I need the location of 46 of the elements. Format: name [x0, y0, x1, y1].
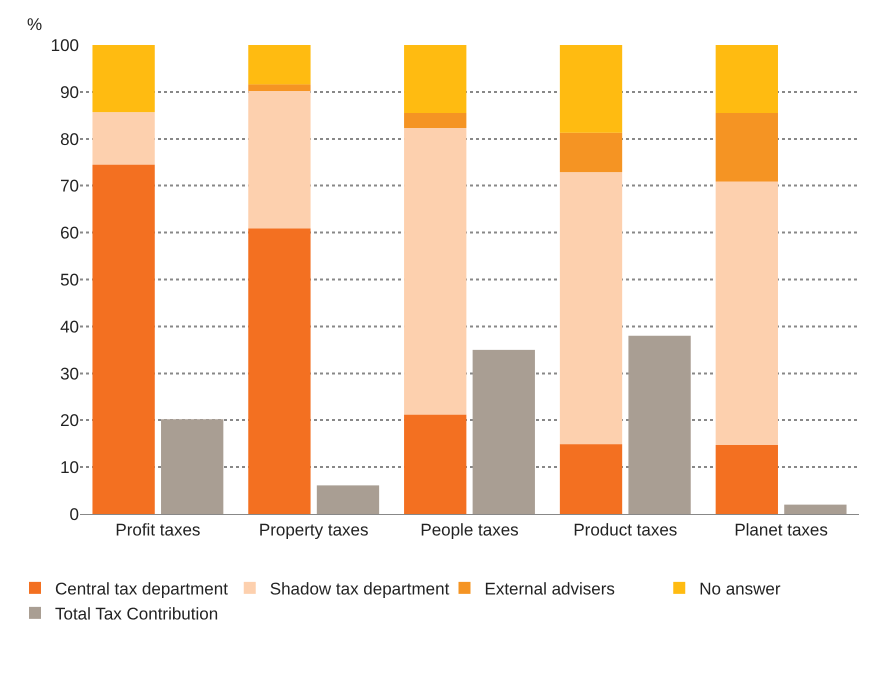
x-tick-label: People taxes — [420, 520, 519, 540]
legend-label: Total Tax Contribution — [55, 604, 218, 624]
y-tick-label: 20 — [60, 411, 79, 430]
bar — [560, 45, 622, 133]
bar — [404, 113, 466, 128]
y-tick-label: 0 — [70, 504, 79, 524]
legend-label: Central tax department — [55, 579, 228, 598]
y-tick-label: 60 — [60, 224, 79, 243]
bar — [716, 45, 778, 114]
bar — [161, 419, 224, 514]
y-tick-label: 40 — [60, 317, 79, 336]
y-tick-label: 100 — [50, 36, 79, 55]
bar — [404, 45, 466, 114]
bar — [92, 112, 155, 165]
bar — [248, 228, 311, 514]
bar — [248, 90, 311, 228]
bar — [404, 128, 466, 415]
legend-label: Shadow tax department — [270, 579, 450, 598]
y-tick-label: 80 — [60, 130, 79, 149]
bar — [560, 172, 622, 444]
y-tick-label: 90 — [60, 82, 79, 102]
y-tick-label: 30 — [60, 364, 79, 384]
bar — [560, 132, 622, 172]
bar — [248, 45, 311, 84]
bar — [628, 336, 691, 514]
bar — [316, 485, 380, 514]
bar — [92, 45, 155, 112]
y-tick-label: 10 — [60, 458, 79, 478]
bar — [784, 504, 847, 514]
y-tick-label: 50 — [60, 270, 79, 290]
y-tick-label: 70 — [60, 176, 79, 196]
bar — [560, 444, 622, 514]
bar — [92, 164, 155, 514]
bar — [248, 84, 311, 91]
bar — [404, 414, 466, 514]
x-tick-label: Planet taxes — [734, 520, 828, 540]
bar — [716, 113, 778, 182]
x-tick-label: Product taxes — [573, 520, 678, 540]
bar — [716, 181, 778, 446]
bar — [716, 445, 778, 514]
x-tick-label: Property taxes — [258, 520, 369, 540]
legend-label: No answer — [699, 579, 781, 598]
bar — [472, 350, 535, 514]
y-axis-title: % — [27, 15, 42, 34]
legend-label: External advisers — [484, 579, 615, 598]
x-tick-label: Profit taxes — [115, 520, 200, 540]
